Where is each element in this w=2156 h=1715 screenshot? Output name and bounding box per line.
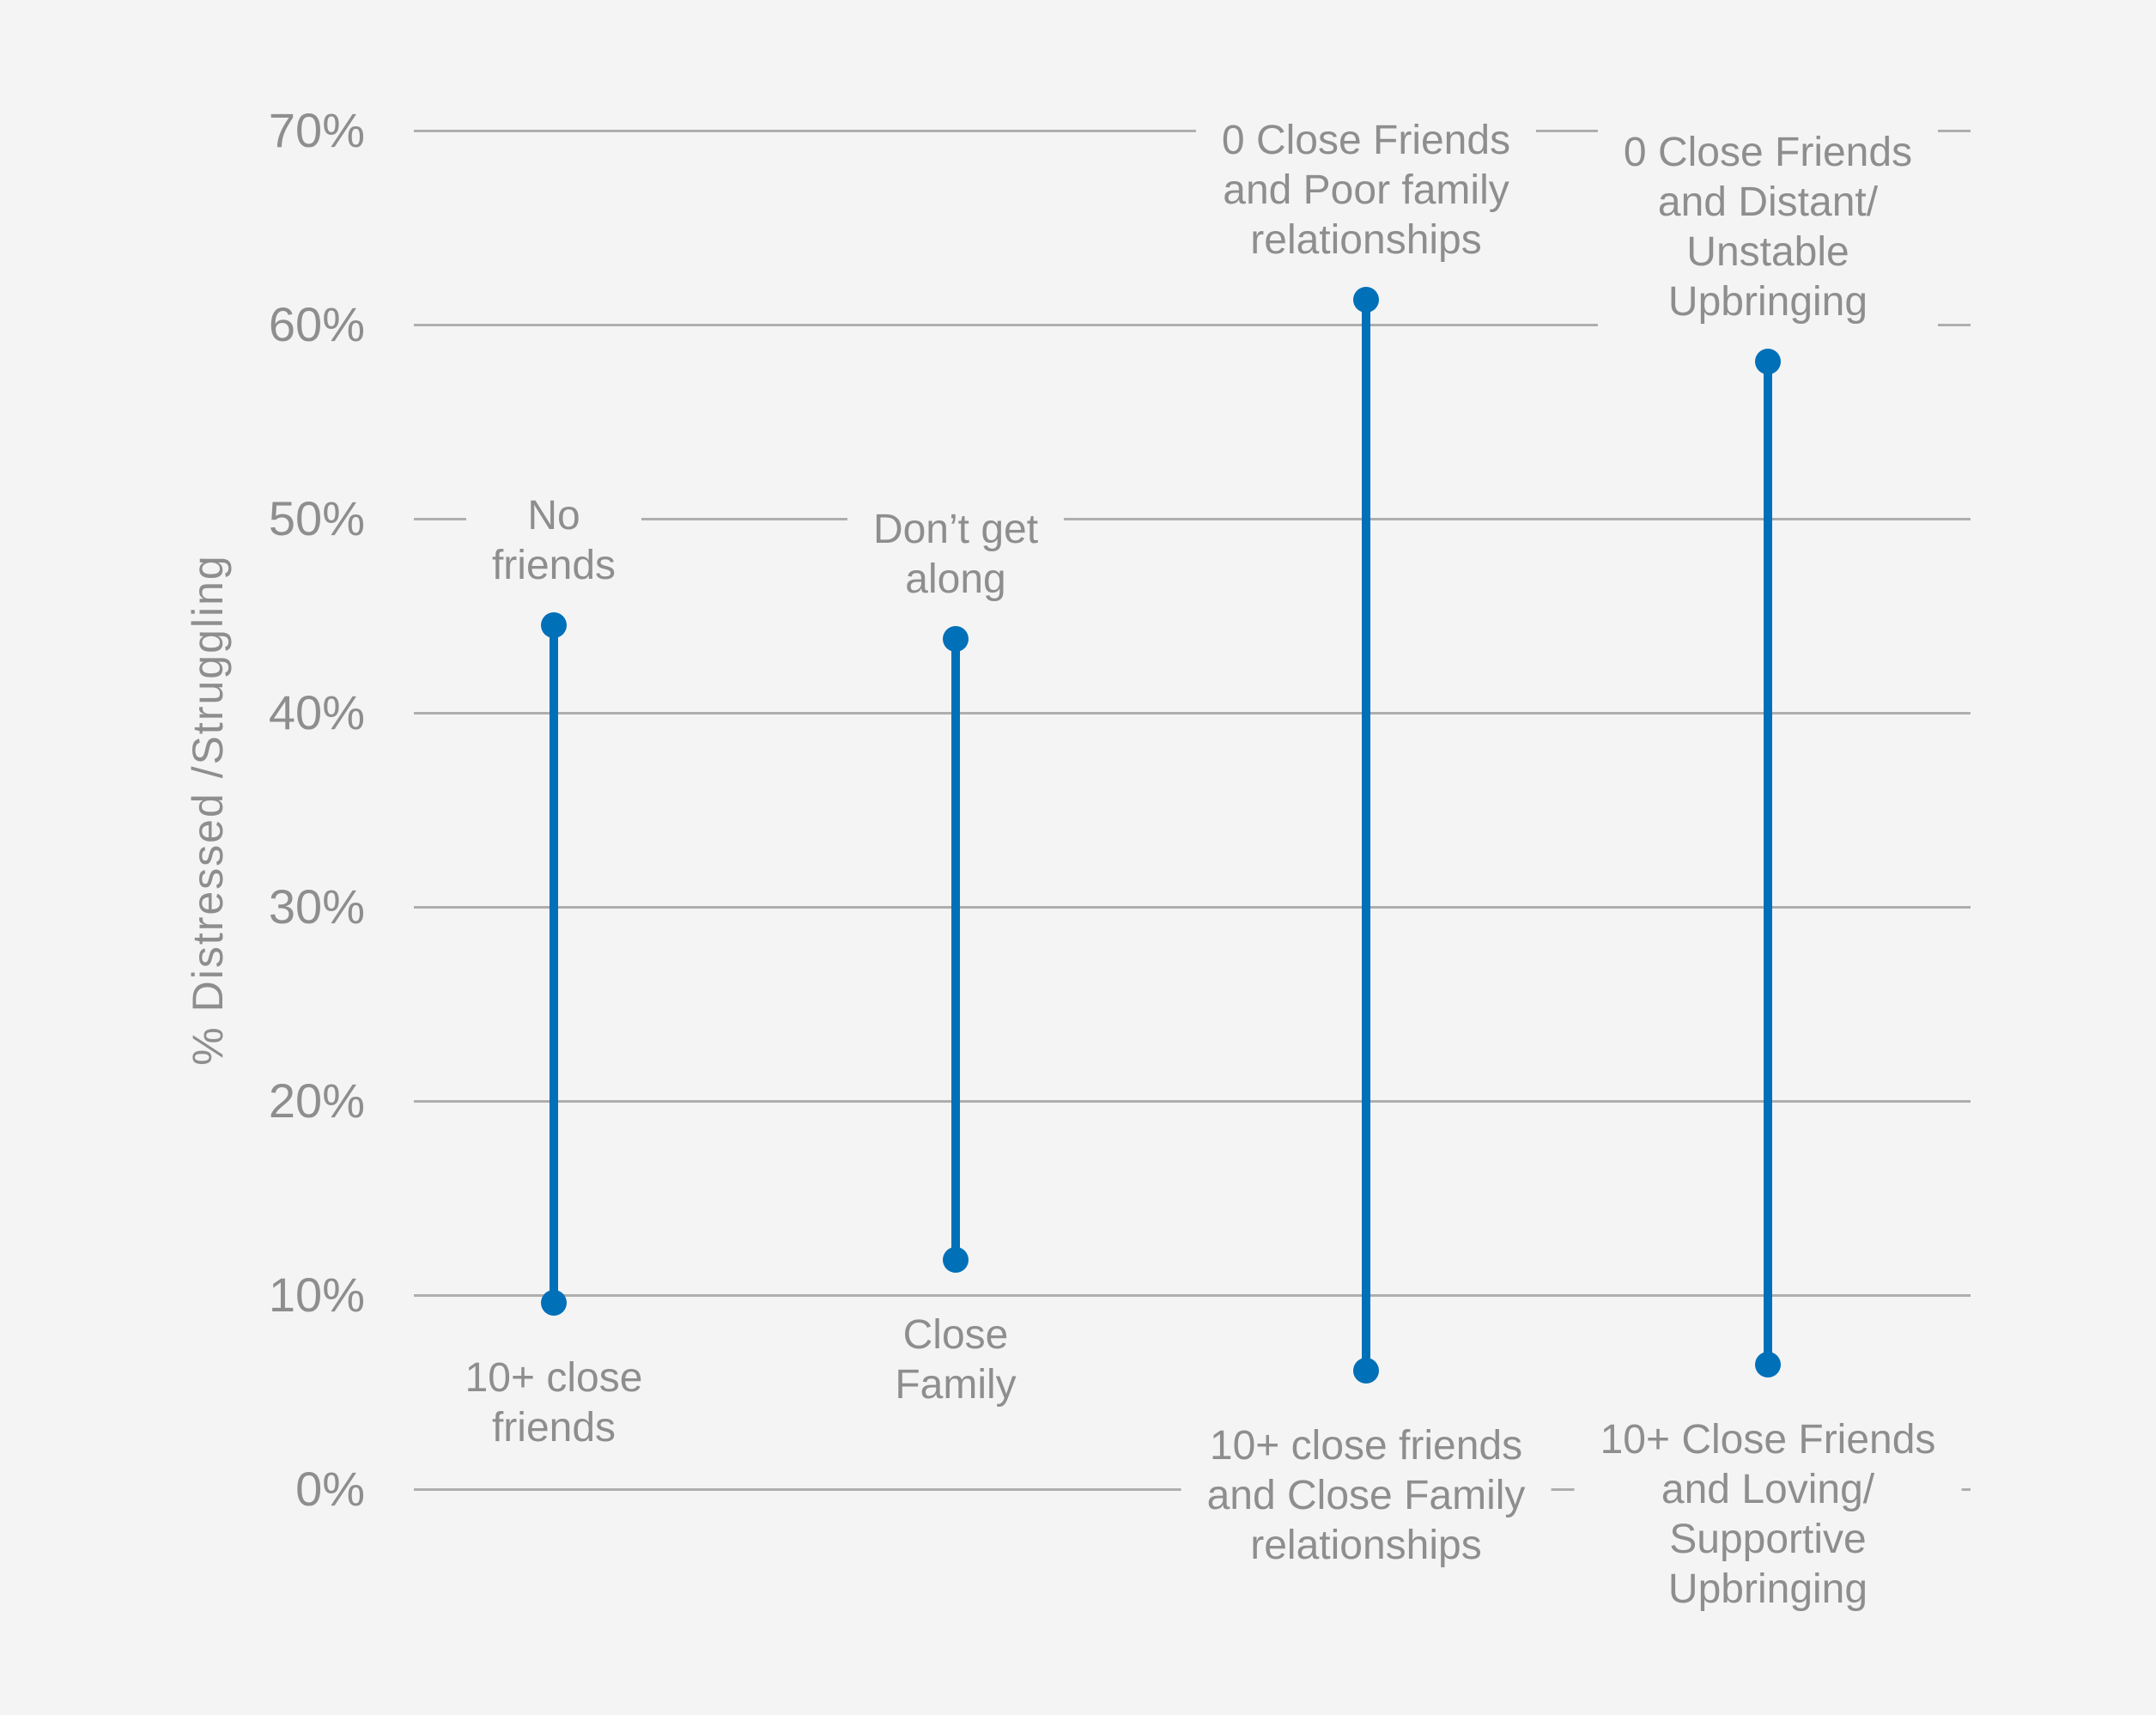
label-line: relationships — [1250, 1523, 1482, 1569]
label-line: Family — [895, 1362, 1017, 1408]
y-tick-label: 20% — [268, 1073, 365, 1128]
data-point-low — [541, 1290, 567, 1317]
label-line: Close — [902, 1312, 1009, 1359]
y-axis-title: % Distressed /Struggling — [184, 554, 232, 1066]
data-point-low — [1755, 1352, 1781, 1378]
label-line: 10+ close friends — [1209, 1423, 1523, 1469]
gridline — [414, 517, 1971, 520]
data-point-low — [1353, 1358, 1379, 1384]
label-line: and Poor family — [1223, 167, 1509, 213]
label-line: Upbringing — [1667, 278, 1868, 325]
label-line: Upbringing — [1667, 1566, 1868, 1613]
category-low-label: 10+ Close Friends and Loving/Supportive Up… — [1574, 1415, 1962, 1615]
label-line: relationships — [1250, 216, 1482, 263]
label-line: Supportive — [1669, 1517, 1867, 1563]
range-line — [550, 625, 558, 1304]
category-high-label: 0 Close Friends and Poor family relationsh… — [1195, 115, 1537, 265]
gridline — [414, 711, 1971, 715]
gridline — [414, 129, 1971, 132]
gridline — [414, 323, 1971, 326]
y-tick-label: 30% — [268, 879, 365, 934]
gridline — [414, 1293, 1971, 1297]
label-line: 10+ Close Friends — [1600, 1417, 1936, 1463]
range-line — [1764, 361, 1772, 1365]
range-line — [951, 639, 960, 1261]
y-tick-label: 0% — [295, 1462, 365, 1516]
label-line: and Loving/ — [1661, 1467, 1875, 1513]
y-tick-label: 40% — [268, 685, 365, 739]
category-low-label: Close Family — [869, 1311, 1042, 1411]
label-line: friends — [491, 543, 616, 589]
data-point-high — [1353, 286, 1379, 313]
label-line: 0 Close Friends — [1623, 129, 1913, 175]
range-line — [1362, 299, 1370, 1371]
label-line: 0 Close Friends — [1221, 117, 1511, 163]
data-point-low — [943, 1247, 969, 1274]
gridline — [414, 905, 1971, 909]
category-high-label: Don’t get along — [847, 505, 1065, 605]
y-tick-label: 50% — [268, 491, 365, 545]
label-line: along — [905, 556, 1006, 603]
category-high-label: No friends — [465, 491, 642, 592]
data-point-high — [1755, 348, 1781, 374]
data-point-high — [541, 612, 567, 639]
label-line: Don’t get — [872, 507, 1039, 553]
y-tick-label: 10% — [268, 1268, 365, 1322]
y-tick-label: 70% — [268, 103, 365, 157]
label-line: and Distant/ — [1657, 179, 1879, 225]
category-low-label: 10+ close friends and Close Family relatio… — [1181, 1421, 1552, 1572]
label-line: friends — [491, 1405, 616, 1451]
gridline — [414, 1099, 1971, 1103]
label-line: No — [527, 493, 580, 539]
label-line: and Close Family — [1206, 1473, 1526, 1519]
label-line: Unstable — [1686, 228, 1849, 275]
y-tick-label: 60% — [268, 297, 365, 351]
category-high-label: 0 Close Friends and Distant/Unstable Upbri… — [1597, 127, 1939, 327]
label-line: 10+ close — [465, 1355, 643, 1402]
category-low-label: 10+ close friends — [439, 1353, 669, 1454]
data-point-high — [943, 626, 969, 653]
